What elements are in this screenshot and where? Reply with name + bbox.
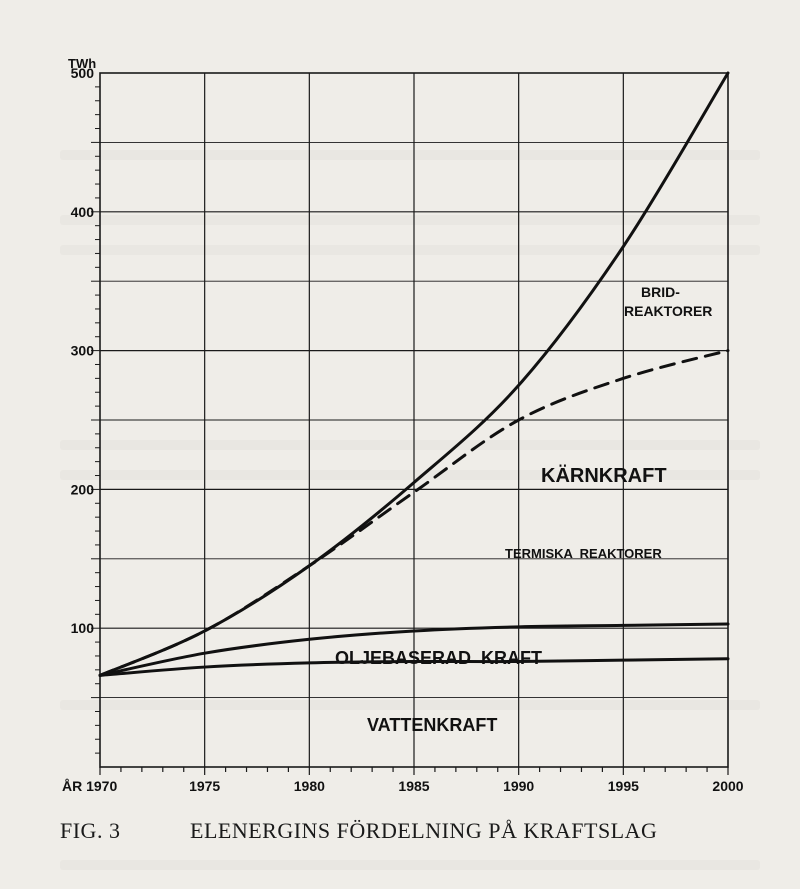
y-tick-label: 400 [71, 204, 95, 220]
y-axis: TWh 100 200 300 400 500 [68, 56, 100, 754]
x-tick-label: 1985 [398, 778, 429, 794]
faded-text-line [60, 700, 760, 710]
y-tick-label: 300 [71, 343, 95, 359]
series-line-1 [98, 622, 730, 677]
x-axis: ÅR 1970 1975 1980 1985 1990 1995 2000 [62, 767, 744, 794]
y-tick-label: 200 [71, 481, 95, 497]
figure-label: FIG. 3 [60, 818, 121, 843]
y-tick-label: 100 [71, 620, 95, 636]
faded-text-line [60, 215, 760, 225]
x-tick-label: 1975 [189, 778, 220, 794]
series-lines [98, 71, 730, 677]
annotation-oljebaserad-kraft: OLJEBASERAD KRAFT [335, 648, 542, 668]
chart-annotations: BRID- REAKTORER KÄRNKRAFT TERMISKA REAKT… [335, 284, 712, 735]
faded-text-line [60, 440, 760, 450]
faded-text-line [60, 245, 760, 255]
faded-text-line [60, 860, 760, 870]
figure-caption: FIG. 3 ELENERGINS FÖRDELNING PÅ KRAFTSLAG [60, 818, 657, 844]
series-line-0 [98, 657, 730, 677]
y-axis-unit-label: TWh [68, 56, 96, 71]
faded-text-line [60, 150, 760, 160]
figure-title: ELENERGINS FÖRDELNING PÅ KRAFTSLAG [190, 818, 658, 843]
x-tick-label: 2000 [712, 778, 743, 794]
x-tick-label: 1980 [294, 778, 325, 794]
annotation-termiska-reaktorer: TERMISKA REAKTORER [505, 546, 662, 561]
x-tick-label: 1990 [503, 778, 534, 794]
annotation-brid-line1: BRID- [641, 284, 680, 300]
series-line-3 [98, 71, 730, 677]
x-tick-label: ÅR 1970 [62, 778, 117, 794]
energy-distribution-chart: TWh 100 200 300 400 500 ÅR 1970 1975 1980 1985 1… [62, 56, 744, 794]
annotation-vattenkraft: VATTENKRAFT [367, 715, 497, 735]
faded-text-line [60, 470, 760, 480]
x-tick-label: 1995 [608, 778, 639, 794]
y-tick-label: 500 [71, 65, 95, 81]
annotation-karnkraft: KÄRNKRAFT [541, 464, 667, 487]
annotation-brid-line2: REAKTORER [624, 303, 712, 319]
